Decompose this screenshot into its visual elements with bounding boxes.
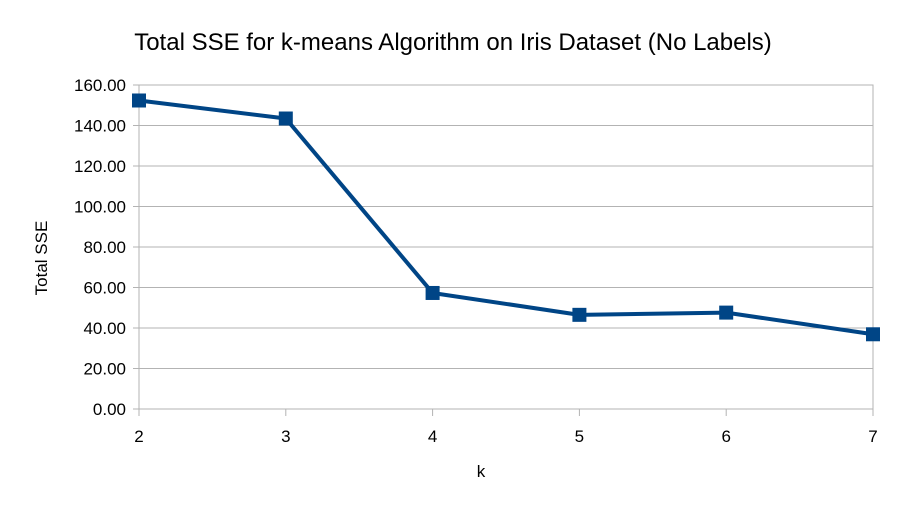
x-axis-ticks: 2 3 4 5 6 7 xyxy=(134,409,878,446)
y-tick-label: 160.00 xyxy=(74,76,126,95)
x-tick-label: 6 xyxy=(721,427,730,446)
y-tick-label: 0.00 xyxy=(93,400,126,419)
series-line xyxy=(137,98,875,337)
y-tick-label: 60.00 xyxy=(83,279,126,298)
y-tick-label: 140.00 xyxy=(74,117,126,136)
y-axis-ticks: 0.00 20.00 40.00 60.00 80.00 100.00 120.00 140.… xyxy=(74,76,139,419)
y-tick-label: 100.00 xyxy=(74,198,126,217)
x-tick-label: 3 xyxy=(281,427,290,446)
y-tick-label: 80.00 xyxy=(83,238,126,257)
data-point-marker xyxy=(866,327,880,342)
y-tick-label: 40.00 xyxy=(83,319,126,338)
x-tick-label: 5 xyxy=(575,427,584,446)
data-point-marker xyxy=(719,305,734,320)
y-tick-label: 20.00 xyxy=(83,360,126,379)
data-point-marker xyxy=(425,285,440,300)
data-point-marker xyxy=(278,111,293,126)
data-series xyxy=(132,93,880,342)
x-tick-label: 7 xyxy=(868,427,877,446)
y-axis-label: Total SSE xyxy=(32,221,51,296)
data-point-marker xyxy=(572,307,587,322)
x-tick-label: 4 xyxy=(428,427,437,446)
data-point-marker xyxy=(132,93,146,108)
x-axis-label: k xyxy=(477,462,486,481)
y-tick-label: 120.00 xyxy=(74,157,126,176)
chart-title: Total SSE for k-means Algorithm on Iris … xyxy=(134,29,772,56)
grid-lines xyxy=(139,84,873,410)
x-tick-label: 2 xyxy=(134,427,143,446)
